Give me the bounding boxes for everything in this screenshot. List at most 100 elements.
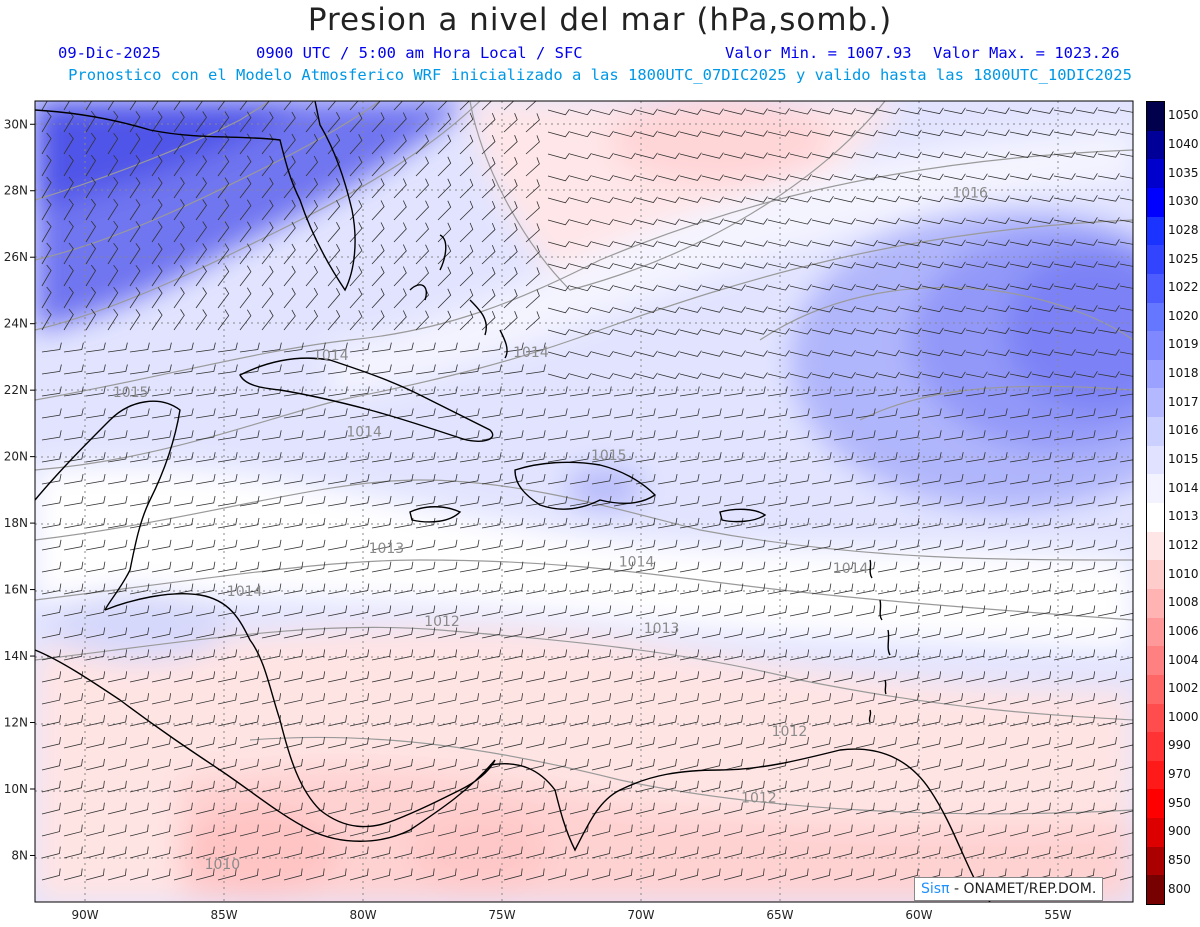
wind-barb bbox=[327, 693, 347, 705]
wind-barb bbox=[151, 177, 163, 199]
wind-barb bbox=[1097, 605, 1118, 617]
wind-barb bbox=[987, 780, 1007, 793]
wind-barb bbox=[679, 386, 700, 397]
wind-barb bbox=[657, 802, 677, 815]
wind-barb bbox=[305, 627, 326, 639]
wind-barb bbox=[525, 517, 546, 529]
wind-barb bbox=[261, 539, 282, 551]
wind-barb bbox=[789, 561, 810, 573]
wind-barb bbox=[899, 671, 920, 683]
wind-barb bbox=[217, 715, 237, 727]
wind-barb bbox=[195, 846, 215, 859]
wind-barb bbox=[877, 371, 900, 379]
wind-barb bbox=[129, 342, 150, 353]
isobar-label: 1015 bbox=[591, 448, 627, 464]
wind-barb bbox=[481, 156, 496, 177]
wind-barb bbox=[833, 561, 854, 573]
wind-barb bbox=[899, 693, 919, 705]
wind-barb bbox=[855, 173, 878, 181]
wind-barb bbox=[261, 243, 274, 265]
wind-barb bbox=[987, 305, 1010, 312]
wind-barb bbox=[745, 306, 768, 313]
wind-barb bbox=[1075, 517, 1096, 529]
wind-barb bbox=[635, 517, 656, 529]
coast-hispaniola bbox=[514, 461, 657, 510]
wind-barb bbox=[217, 199, 230, 221]
wind-barb bbox=[679, 108, 702, 115]
wind-barb bbox=[393, 156, 407, 177]
wind-barb bbox=[789, 693, 809, 705]
wind-barb bbox=[151, 715, 171, 727]
wind-barb bbox=[613, 605, 634, 617]
wind-barb bbox=[855, 261, 878, 269]
wind-barb bbox=[811, 715, 831, 727]
wind-barb bbox=[723, 824, 743, 837]
wind-barb bbox=[481, 266, 496, 287]
wind-barb bbox=[371, 222, 385, 243]
wind-barb bbox=[173, 605, 194, 617]
wind-barb bbox=[173, 265, 185, 287]
wind-barb bbox=[943, 151, 966, 159]
wind-barb bbox=[1097, 239, 1120, 246]
wind-barb bbox=[261, 221, 274, 243]
wind-barb bbox=[393, 561, 414, 573]
longitude-labels: 90W 85W 80W 75W 70W 65W 60W 55W bbox=[71, 908, 1071, 922]
wind-barb bbox=[63, 583, 84, 595]
wind-barb bbox=[833, 671, 854, 683]
wind-barb bbox=[173, 693, 193, 705]
wind-barb bbox=[327, 583, 348, 595]
wind-barb bbox=[173, 287, 185, 309]
lat-label: 10N bbox=[4, 782, 28, 796]
wind-barb bbox=[261, 649, 282, 661]
wind-barb bbox=[1119, 351, 1133, 355]
wind-barb bbox=[679, 627, 700, 639]
wind-barb bbox=[547, 240, 570, 248]
wind-barb bbox=[41, 758, 61, 771]
wind-barb bbox=[481, 134, 496, 155]
wind-barb bbox=[393, 364, 414, 375]
wind-barb bbox=[569, 605, 590, 617]
forecast-date: 09-Dic-2025 bbox=[58, 44, 161, 62]
wind-barb bbox=[833, 758, 853, 771]
wind-barb bbox=[767, 474, 788, 485]
wind-barb bbox=[437, 846, 457, 859]
wind-barb bbox=[987, 151, 1010, 158]
wind-barb bbox=[459, 671, 480, 683]
wind-barb bbox=[217, 243, 230, 265]
wind-barb bbox=[437, 244, 452, 265]
wind-barb bbox=[459, 758, 479, 771]
wind-barb bbox=[855, 693, 875, 705]
wind-barb bbox=[877, 452, 898, 463]
wind-barb bbox=[811, 758, 831, 771]
wind-barb bbox=[591, 218, 614, 226]
wind-barb bbox=[613, 868, 633, 881]
wind-barb bbox=[349, 134, 363, 155]
wind-barb bbox=[767, 386, 788, 397]
wind-barb bbox=[1053, 627, 1074, 639]
wind-barb bbox=[921, 452, 942, 463]
wind-barb bbox=[943, 386, 964, 397]
wind-barb bbox=[987, 802, 1007, 815]
wind-barb bbox=[437, 310, 452, 331]
wind-barb bbox=[833, 327, 856, 335]
wind-barb bbox=[1031, 517, 1052, 529]
wind-barb bbox=[613, 430, 634, 441]
wind-barb bbox=[547, 627, 568, 639]
wind-barb bbox=[855, 627, 876, 639]
wind-barb bbox=[701, 218, 724, 225]
wind-barb bbox=[1075, 474, 1096, 485]
wind-barb bbox=[41, 430, 62, 441]
wind-barb bbox=[1075, 736, 1095, 749]
wind-barb bbox=[635, 108, 658, 115]
wind-barb bbox=[195, 561, 216, 573]
wind-barb bbox=[745, 583, 766, 595]
wind-barb bbox=[151, 495, 172, 507]
wind-barb bbox=[481, 430, 502, 441]
wind-barb bbox=[569, 328, 592, 336]
wind-barb bbox=[811, 517, 832, 529]
wind-barb bbox=[1053, 583, 1074, 595]
wind-barb bbox=[569, 649, 590, 661]
wind-barb bbox=[415, 101, 426, 111]
wind-barb bbox=[679, 495, 700, 507]
wind-barb bbox=[283, 265, 296, 287]
